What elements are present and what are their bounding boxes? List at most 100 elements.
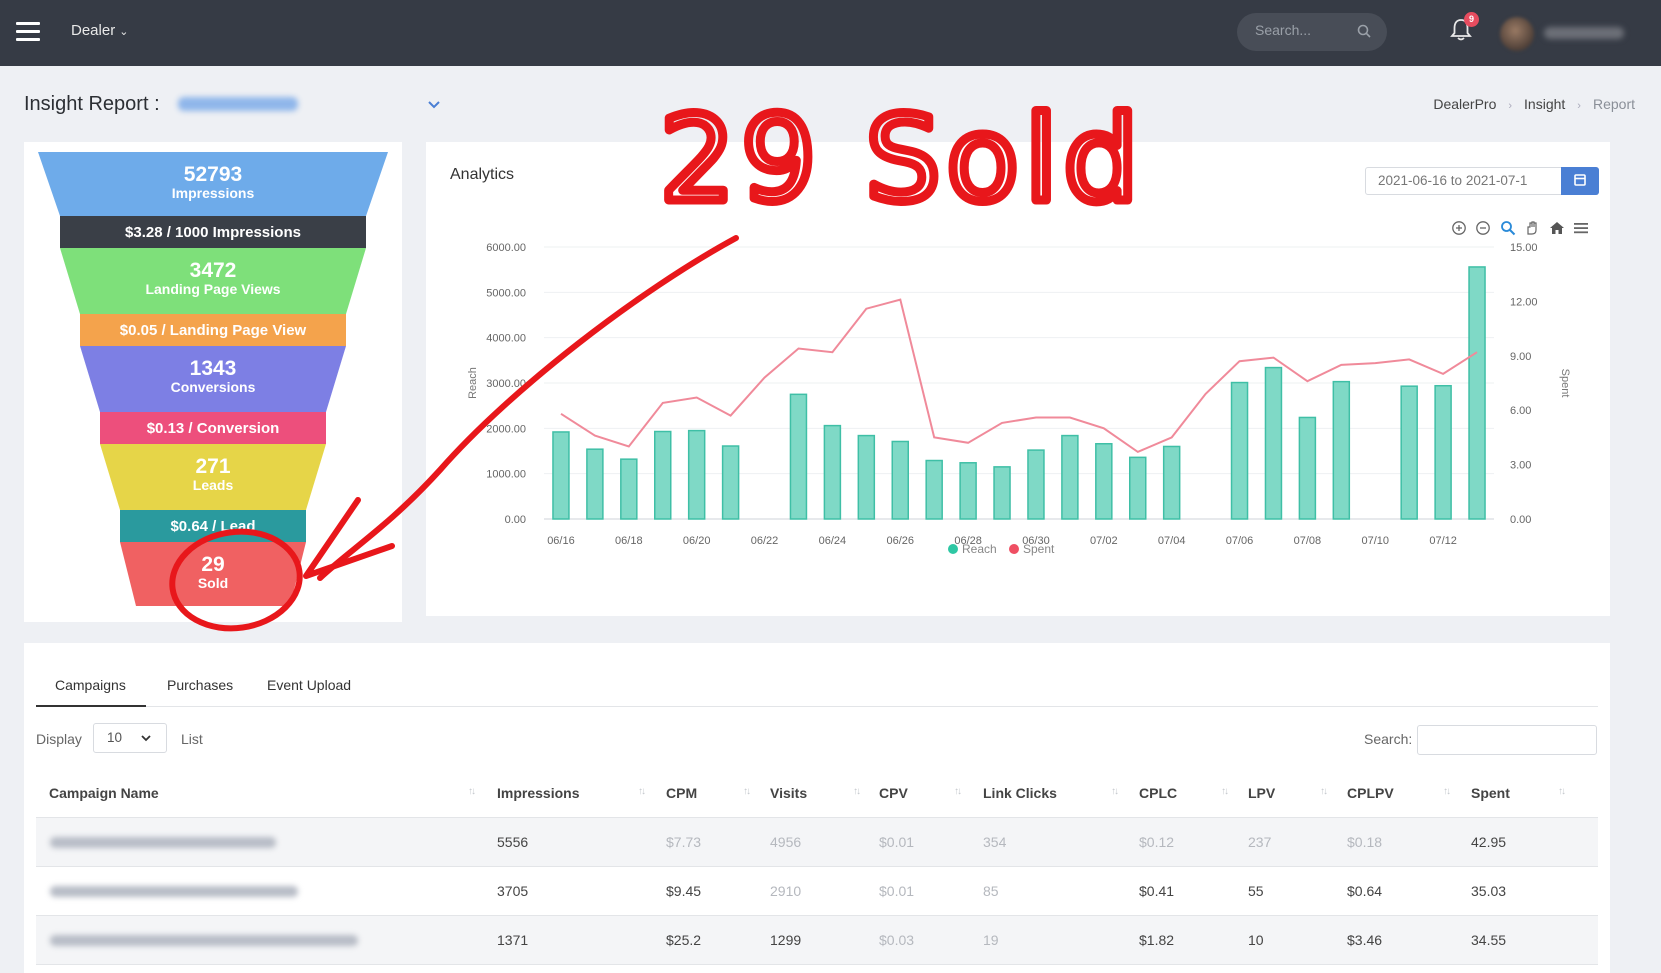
chart-bar bbox=[891, 440, 909, 520]
chart-bar bbox=[620, 458, 638, 520]
column-header[interactable]: CPLPV bbox=[1347, 785, 1394, 801]
campaign-name-redacted[interactable] bbox=[50, 886, 298, 897]
funnel-label: Leads bbox=[192, 477, 234, 493]
x-tick-label: 07/04 bbox=[1158, 535, 1186, 547]
cell-cplc: $0.41 bbox=[1139, 883, 1175, 899]
tab-event-upload[interactable]: Event Upload bbox=[267, 677, 352, 693]
avatar[interactable] bbox=[1500, 17, 1534, 51]
zoom-in-icon[interactable] bbox=[1451, 220, 1467, 241]
chart-bar bbox=[654, 430, 672, 520]
sort-icon[interactable]: ↑↓ bbox=[853, 786, 861, 797]
table-search-input[interactable] bbox=[1417, 725, 1597, 755]
y2-tick-label: 6.00 bbox=[1510, 405, 1531, 417]
zoom-out-icon[interactable] bbox=[1475, 220, 1491, 241]
sort-icon[interactable]: ↑↓ bbox=[1443, 786, 1451, 797]
table-row[interactable]: 5556 $7.73 4956 $0.01 354 $0.12 237 $0.1… bbox=[36, 818, 1598, 867]
chevron-right-icon: › bbox=[1508, 100, 1513, 112]
breadcrumb-insight[interactable]: Insight bbox=[1524, 96, 1566, 112]
hamburger-icon[interactable] bbox=[16, 22, 40, 42]
campaign-name-redacted[interactable] bbox=[50, 935, 358, 946]
cell-impressions: 5556 bbox=[497, 834, 529, 850]
column-header[interactable]: CPLC bbox=[1139, 785, 1178, 801]
y2-tick-label: 12.00 bbox=[1510, 296, 1538, 308]
chart-bar bbox=[1230, 381, 1249, 520]
legend-marker-spent bbox=[1009, 544, 1019, 554]
sort-icon[interactable]: ↑↓ bbox=[1111, 786, 1119, 797]
notification-bell[interactable]: 9 bbox=[1450, 12, 1479, 47]
dealer-name-redacted[interactable] bbox=[178, 97, 298, 111]
x-tick-label: 07/06 bbox=[1226, 535, 1254, 547]
cell-cpm: $9.45 bbox=[666, 883, 702, 899]
x-tick-label: 07/02 bbox=[1090, 535, 1118, 547]
sort-icon[interactable]: ↑↓ bbox=[954, 786, 962, 797]
tab-purchases[interactable]: Purchases bbox=[167, 677, 234, 693]
analytics-chart: 0.00 1000.00 2000.00 3000.00 4000.00 5000.00 6… bbox=[467, 242, 1571, 556]
y-tick-label: 4000.00 bbox=[486, 333, 526, 345]
x-tick-label: 06/28 bbox=[954, 535, 982, 547]
home-icon[interactable] bbox=[1549, 220, 1565, 241]
breadcrumb-report: Report bbox=[1592, 96, 1635, 112]
cell-impressions: 1371 bbox=[497, 932, 529, 948]
funnel-band-cplpv bbox=[80, 314, 346, 346]
chart-bar bbox=[993, 466, 1011, 520]
x-tick-label: 06/30 bbox=[1022, 535, 1050, 547]
sort-icon[interactable]: ↑↓ bbox=[638, 786, 646, 797]
table-row[interactable]: 1371 $25.2 1299 $0.03 19 $1.82 10 $3.46 … bbox=[36, 916, 1598, 965]
funnel-label: Conversions bbox=[170, 379, 256, 395]
funnel-value: 271 bbox=[195, 455, 231, 478]
top-navbar: Dealer⌄ 9 bbox=[0, 0, 1661, 66]
column-header[interactable]: LPV bbox=[1248, 785, 1276, 801]
column-header[interactable]: Visits bbox=[770, 785, 808, 801]
sort-icon[interactable]: ↑↓ bbox=[1221, 786, 1229, 797]
column-header[interactable]: Campaign Name bbox=[49, 785, 159, 801]
search-icon[interactable] bbox=[1357, 24, 1371, 43]
x-tick-label: 07/12 bbox=[1429, 535, 1457, 547]
menu-icon[interactable] bbox=[1573, 220, 1589, 241]
campaign-name-redacted[interactable] bbox=[50, 837, 276, 848]
chevron-down-icon: ⌄ bbox=[119, 26, 129, 38]
chart-bar bbox=[823, 424, 842, 520]
funnel-band-cpc bbox=[100, 412, 326, 444]
breadcrumb-dealerpro[interactable]: DealerPro bbox=[1433, 96, 1497, 112]
pan-hand-icon[interactable] bbox=[1524, 220, 1540, 241]
funnel-band-text: $0.64 / Lead bbox=[170, 518, 256, 535]
calendar-button[interactable] bbox=[1561, 167, 1599, 195]
chart-bar bbox=[1332, 380, 1351, 520]
funnel-label: Impressions bbox=[171, 185, 255, 201]
cell-link-clicks: 19 bbox=[983, 932, 999, 948]
cell-spent: 35.03 bbox=[1471, 883, 1507, 899]
chart-bar bbox=[1162, 445, 1181, 520]
chart-bar bbox=[789, 393, 808, 520]
chart-bar bbox=[552, 431, 570, 520]
table-row[interactable]: 3705 $9.45 2910 $0.01 85 $0.41 55 $0.64 … bbox=[36, 867, 1598, 916]
tab-bar: Campaigns Purchases Event Upload bbox=[36, 673, 1598, 707]
funnel-graphic bbox=[38, 152, 388, 606]
sort-icon[interactable]: ↑↓ bbox=[1320, 786, 1328, 797]
cell-cplc: $1.82 bbox=[1139, 932, 1175, 948]
search-input[interactable] bbox=[1255, 22, 1365, 38]
x-tick-label: 06/18 bbox=[615, 535, 643, 547]
column-header[interactable]: Spent bbox=[1471, 785, 1510, 801]
funnel-label: Landing Page Views bbox=[145, 281, 281, 297]
page-size-select[interactable]: 10 bbox=[93, 723, 167, 753]
column-header[interactable]: CPM bbox=[666, 785, 698, 801]
date-range-input[interactable] bbox=[1378, 173, 1548, 188]
sort-icon[interactable]: ↑↓ bbox=[743, 786, 751, 797]
tab-campaigns[interactable]: Campaigns bbox=[36, 673, 146, 707]
column-header[interactable]: Impressions bbox=[497, 785, 580, 801]
funnel-value: 29 bbox=[201, 553, 225, 576]
y-tick-label: 6000.00 bbox=[486, 242, 526, 254]
table-header: Campaign Name ↑↓ Impressions ↑↓ CPM ↑↓ Visi… bbox=[36, 770, 1598, 818]
chart-bar bbox=[857, 434, 876, 520]
magnify-icon[interactable] bbox=[1500, 220, 1516, 241]
dealer-dropdown[interactable]: Dealer ⌄ bbox=[71, 22, 128, 39]
sort-icon[interactable]: ↑↓ bbox=[1558, 786, 1566, 797]
column-header[interactable]: Link Clicks bbox=[983, 785, 1057, 801]
list-label: List bbox=[181, 731, 203, 747]
user-name-redacted[interactable] bbox=[1544, 27, 1624, 39]
chevron-down-icon[interactable] bbox=[428, 96, 440, 114]
sort-icon[interactable]: ↑↓ bbox=[468, 786, 476, 797]
column-header[interactable]: CPV bbox=[879, 785, 908, 801]
x-tick-label: 07/08 bbox=[1294, 535, 1322, 547]
chart-bar bbox=[1027, 449, 1045, 520]
